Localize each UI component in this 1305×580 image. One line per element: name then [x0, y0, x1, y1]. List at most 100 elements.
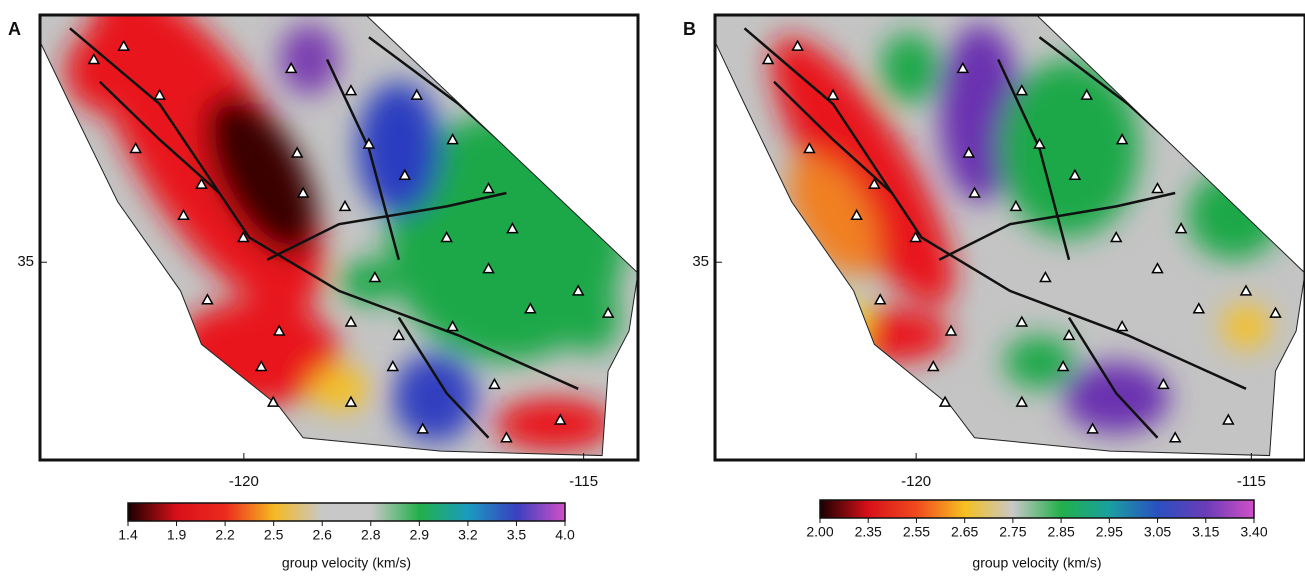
- station: [850, 208, 863, 220]
- velocity-map: [715, 15, 1305, 456]
- station: [962, 146, 975, 158]
- station: [284, 61, 298, 74]
- station: [177, 208, 190, 220]
- colorbar-title: group velocity (km/s): [972, 555, 1101, 571]
- station: [344, 395, 358, 407]
- station: [201, 293, 214, 305]
- station: [803, 141, 816, 154]
- station: [87, 52, 101, 65]
- fault: [397, 316, 490, 439]
- station: [117, 39, 130, 51]
- station: [398, 168, 412, 180]
- colorbar-tick-label: 2.00: [806, 524, 833, 540]
- colorbar-tick-label: 3.40: [1240, 524, 1267, 540]
- station: [368, 271, 382, 283]
- colorbar-tick-label: 2.35: [855, 524, 882, 540]
- x-tick-label: -120: [901, 473, 931, 490]
- station: [1269, 306, 1282, 318]
- anomaly: [833, 308, 951, 363]
- coast: [39, 14, 639, 457]
- colorbar-tick-label: 1.4: [118, 527, 138, 543]
- colorbar-tick-label: 2.55: [903, 524, 930, 540]
- station: [195, 177, 208, 189]
- anomaly: [998, 59, 1140, 238]
- station: [1157, 377, 1170, 390]
- station: [927, 360, 940, 372]
- panel-label: A: [8, 19, 21, 39]
- x-tick-label: -115: [569, 473, 598, 490]
- anomaly: [787, 154, 879, 276]
- anomaly: [392, 353, 477, 443]
- station: [446, 133, 459, 145]
- station: [153, 88, 166, 100]
- fault: [743, 27, 1247, 390]
- station: [956, 61, 970, 74]
- anomaly: [880, 32, 940, 104]
- station: [386, 360, 400, 372]
- map-panel: A -120 -115 35 1.4 1.9 2.2 2.5 2.6 2.8 2.9 3.2 3.5 4.…: [8, 13, 640, 571]
- station: [482, 182, 495, 194]
- station: [909, 230, 922, 243]
- map-frame: [38, 13, 640, 462]
- coast: [714, 14, 1305, 457]
- station: [1056, 360, 1070, 372]
- x-tick-label: -120: [229, 473, 259, 490]
- velocity-map: [40, 15, 638, 456]
- colorbar-tick-label: 2.5: [264, 527, 284, 543]
- station: [296, 186, 310, 198]
- fault: [266, 191, 507, 261]
- station: [1239, 284, 1253, 296]
- station: [1109, 230, 1123, 243]
- colorbar-tick-label: 4.0: [555, 527, 575, 543]
- colorbar-tick-label: 3.15: [1192, 524, 1219, 540]
- anomaly: [1222, 304, 1270, 349]
- colorbar-tick-label: 2.9: [410, 527, 430, 543]
- colorbar-tick-label: 3.05: [1144, 524, 1171, 540]
- fault: [1067, 316, 1159, 439]
- fault: [938, 191, 1176, 261]
- station: [254, 360, 268, 372]
- station: [968, 186, 981, 198]
- station: [938, 395, 952, 407]
- station: [272, 324, 286, 336]
- station: [1033, 137, 1046, 149]
- station: [237, 230, 250, 243]
- station: [500, 431, 513, 443]
- colorbar-tick-label: 2.95: [1096, 524, 1123, 540]
- station: [791, 39, 804, 51]
- anomaly: [1004, 335, 1075, 389]
- station: [362, 137, 376, 149]
- station: [344, 315, 358, 327]
- colorbar: [819, 499, 1255, 519]
- station: [1168, 431, 1182, 443]
- station: [1015, 315, 1029, 327]
- station: [392, 328, 406, 341]
- colorbar-tick-label: 2.75: [999, 524, 1026, 540]
- station: [482, 262, 495, 274]
- station: [1174, 222, 1188, 234]
- station: [1222, 413, 1235, 425]
- station: [1115, 319, 1129, 332]
- station: [571, 284, 585, 296]
- colorbar-tick-label: 3.2: [458, 527, 478, 543]
- colorbar-tick-label: 2.85: [1047, 524, 1074, 540]
- colorbar-tick-label: 2.65: [951, 524, 978, 540]
- station: [524, 302, 537, 314]
- station: [1009, 199, 1023, 212]
- colorbar: [127, 502, 566, 522]
- station: [601, 306, 615, 318]
- anomaly: [64, 23, 159, 114]
- station: [506, 222, 519, 234]
- fault: [69, 27, 579, 390]
- station: [873, 293, 887, 305]
- station: [1151, 262, 1164, 274]
- station: [488, 377, 501, 390]
- station: [944, 324, 958, 336]
- map-panel: B -120 -115 35 2.00 2.35 2.55 2.65 2.75 2.85 2.95 3…: [683, 13, 1305, 571]
- anomaly: [205, 94, 318, 257]
- colorbar-title: group velocity (km/s): [282, 555, 411, 571]
- fault: [98, 80, 221, 194]
- station: [1151, 182, 1164, 194]
- anomaly: [560, 282, 621, 354]
